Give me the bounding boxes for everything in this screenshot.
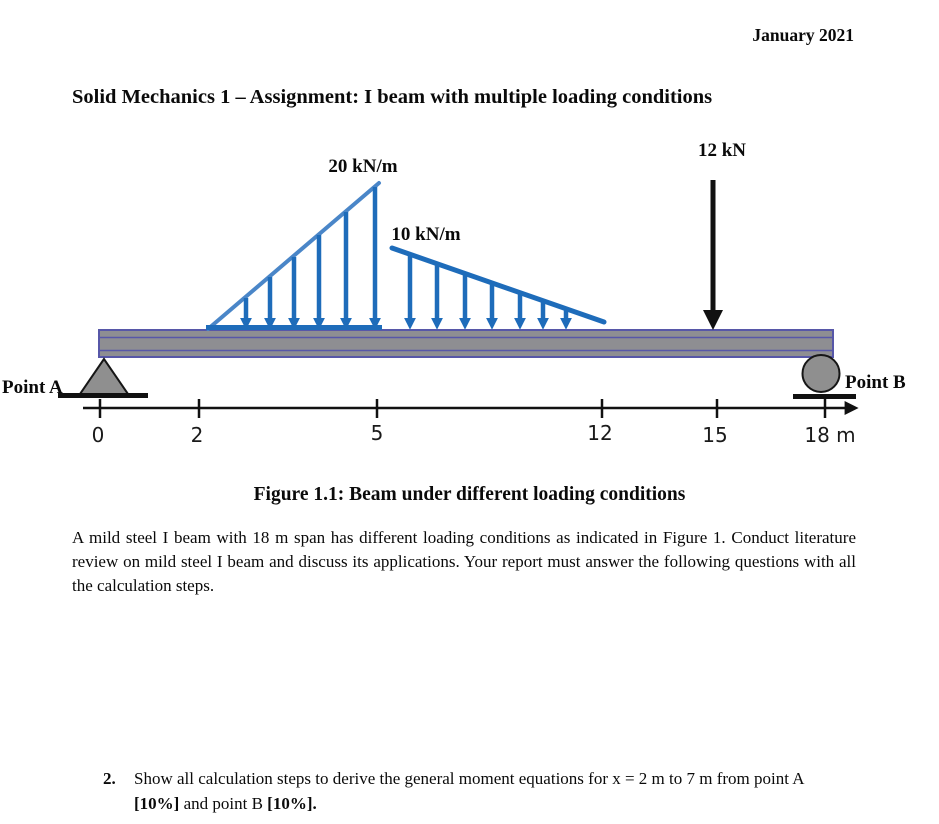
triangular-load-hypotenuse: [206, 181, 381, 331]
trapezoidal-load-slope: [389, 245, 607, 325]
dimension-axis: 0 2 5 12 15 18 m: [83, 399, 859, 447]
triangular-load-label: 20 kN/m: [328, 156, 397, 177]
question-marks-1: [10%]: [134, 794, 180, 813]
trapezoidal-load: 10 kN/m: [389, 224, 607, 330]
axis-tick-label: 2: [191, 423, 204, 447]
pin-support: Point A: [2, 357, 148, 398]
roller-support: Point B: [793, 354, 906, 399]
i-beam: [98, 329, 834, 358]
axis-tick-label: 18 m: [804, 423, 855, 447]
axis-tick-label: 15: [702, 423, 727, 447]
pin-support-triangle: [78, 357, 130, 395]
question-marks-2: [10%].: [267, 794, 317, 813]
axis-tick-label: 5: [371, 421, 384, 445]
trapezoidal-load-arrows: [404, 255, 572, 330]
trapezoidal-load-label: 10 kN/m: [391, 224, 460, 245]
question-text-part2: and point B: [179, 794, 268, 813]
axis-tick-label: 12: [587, 421, 612, 445]
figure-caption: Figure 1.1: Beam under different loading…: [253, 484, 686, 505]
beam-diagram: 20 kN/m 10 kN/m 12 kN Point A: [2, 140, 906, 447]
point-load-label: 12 kN: [698, 140, 746, 161]
point-load: 12 kN: [698, 140, 746, 330]
question-number: 2.: [103, 769, 116, 788]
point-a-label: Point A: [2, 377, 63, 398]
point-b-label: Point B: [845, 372, 906, 393]
question-2: 2. Show all calculation steps to derive …: [103, 766, 813, 816]
question-text-part1: Show all calculation steps to derive the…: [134, 769, 804, 788]
axis-tick-label: 0: [92, 423, 105, 447]
page-title: Solid Mechanics 1 – Assignment: I beam w…: [72, 86, 713, 108]
roller-support-circle: [801, 354, 841, 393]
triangular-load: 20 kN/m: [206, 156, 398, 331]
question-text: Show all calculation steps to derive the…: [134, 766, 806, 816]
beam-body: [98, 329, 834, 358]
triangular-load-arrows: [240, 187, 381, 330]
date-label: January 2021: [752, 25, 854, 45]
intro-paragraph: A mild steel I beam with 18 m span has d…: [72, 528, 856, 595]
